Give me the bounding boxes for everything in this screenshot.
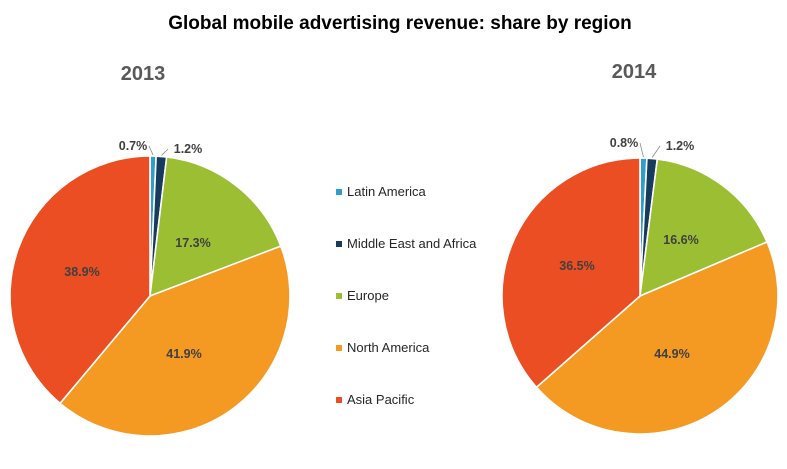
pie-2014-label-asia-pacific: 36.5% bbox=[559, 259, 594, 273]
pie-2014-slice-north-america bbox=[535, 241, 779, 435]
pie-2013: 0.7% 1.2% 17.3% 41.9% 38.9% bbox=[9, 139, 291, 437]
legend-swatch-north-america bbox=[336, 345, 342, 351]
pie-2013-label-north-america: 41.9% bbox=[166, 347, 201, 361]
pie-2013-slice-asia-pacific bbox=[9, 155, 151, 405]
legend-swatch-latin-america bbox=[336, 189, 342, 195]
pie-2013-slice-north-america bbox=[59, 245, 291, 437]
pie-2013-leader-middle-east-and-africa bbox=[161, 148, 169, 156]
pie-2014: 0.8% 1.2% 16.6% 44.9% 36.5% bbox=[501, 136, 779, 435]
pie-2013-label-latin-america: 0.7% bbox=[119, 139, 148, 153]
legend-swatch-asia-pacific bbox=[336, 397, 342, 403]
pie-2013-slice-europe bbox=[149, 156, 282, 297]
pie-2014-slice-europe bbox=[639, 158, 768, 297]
pie-2014-label-middle-east-and-africa: 1.2% bbox=[666, 139, 695, 153]
pie-2014-leader-middle-east-and-africa bbox=[651, 145, 661, 158]
pie-2014-label-latin-america: 0.8% bbox=[610, 136, 639, 150]
pie-2013-year-label: 2013 bbox=[121, 63, 166, 85]
pie-2014-slice-asia-pacific bbox=[501, 157, 641, 389]
legend-label-latin-america: Latin America bbox=[347, 184, 427, 199]
legend-label-middle-east-and-africa: Middle East and Africa bbox=[347, 236, 477, 251]
legend: Latin America Middle East and Africa Europ… bbox=[336, 184, 477, 407]
chart-title: Global mobile advertising revenue: share… bbox=[168, 13, 632, 34]
pie-2013-label-europe: 17.3% bbox=[175, 236, 210, 250]
legend-label-asia-pacific: Asia Pacific bbox=[347, 392, 415, 407]
legend-swatch-europe bbox=[336, 293, 342, 299]
pie-2014-year-label: 2014 bbox=[612, 61, 657, 83]
pie-2014-label-north-america: 44.9% bbox=[654, 347, 689, 361]
legend-label-north-america: North America bbox=[347, 340, 430, 355]
legend-label-europe: Europe bbox=[347, 288, 389, 303]
pie-2013-label-middle-east-and-africa: 1.2% bbox=[174, 142, 203, 156]
pie-2013-label-asia-pacific: 38.9% bbox=[64, 265, 99, 279]
legend-swatch-middle-east-and-africa bbox=[336, 241, 342, 247]
pie-2014-leader-latin-america bbox=[639, 142, 644, 158]
pie-2013-leader-latin-america bbox=[148, 145, 154, 156]
pie-2014-label-europe: 16.6% bbox=[663, 233, 698, 247]
